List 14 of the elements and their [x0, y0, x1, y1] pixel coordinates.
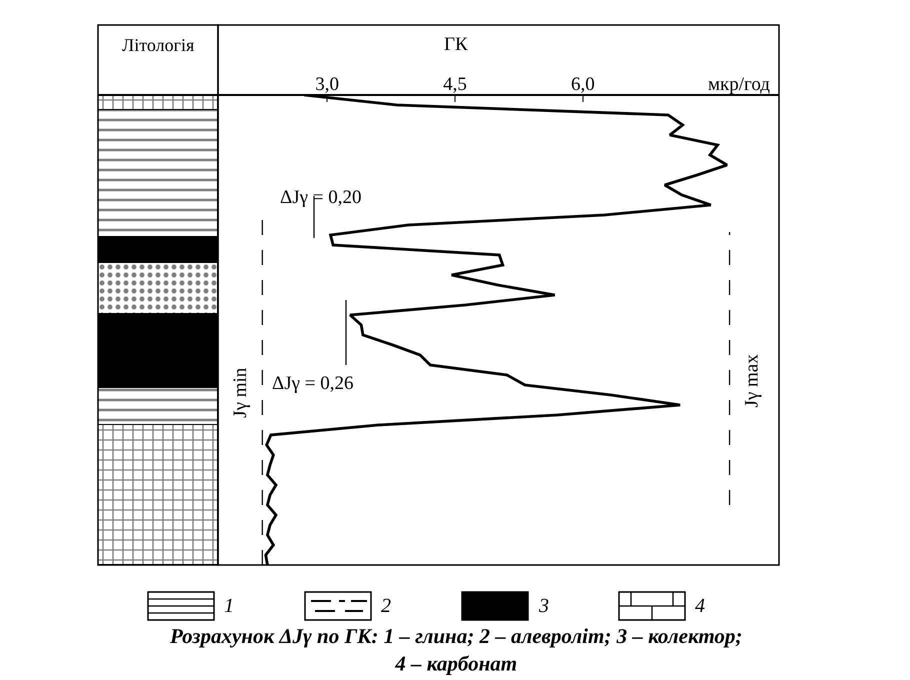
annotation: ΔJγ = 0,26 — [272, 373, 354, 394]
ref-line-label: Jγ min — [230, 367, 251, 418]
x-tick-label: 4,5 — [443, 74, 467, 96]
ref-line-label: Jγ max — [742, 354, 763, 408]
chart-title: Літологія — [122, 35, 194, 55]
text: 1 — [224, 595, 234, 617]
text: 4 — [695, 595, 705, 617]
text: Розрахунок ΔJγ по ГК: 1 – глина; 2 – алевроліт; 3 – колектор; 4 – карбонат — [169, 624, 742, 676]
x-tick-label: 6,0 — [571, 74, 595, 96]
annotation: мкр/год — [708, 74, 770, 95]
text: 2 — [381, 595, 391, 617]
x-axis-title: ГК — [444, 34, 468, 55]
x-tick-label: 3,0 — [315, 74, 340, 96]
text: 3 — [538, 595, 549, 617]
